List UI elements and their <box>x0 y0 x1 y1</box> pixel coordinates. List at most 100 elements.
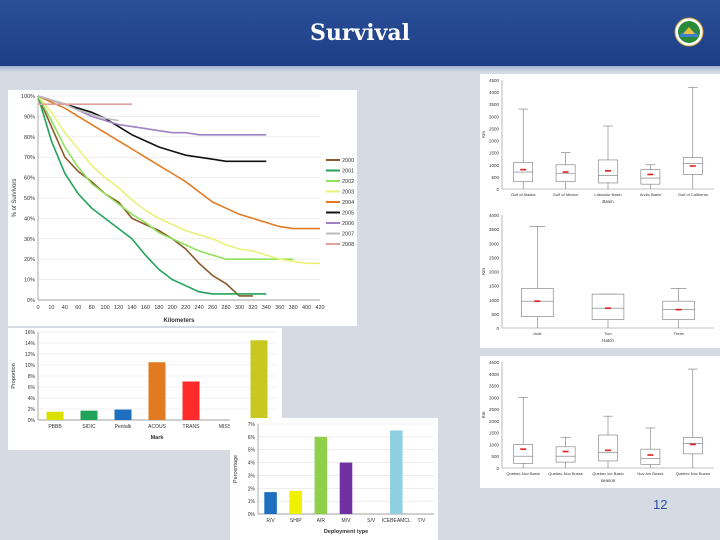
y-tick-label: 3000 <box>489 114 500 119</box>
x-tick-label: 300 <box>235 305 244 311</box>
box-Quebec Ice Basin <box>598 434 618 462</box>
y-tick-label: 4500 <box>489 78 500 83</box>
y-tick-label: 90% <box>24 114 35 120</box>
y-tick-label: 7% <box>248 422 256 428</box>
y-tick-label: 2500 <box>489 255 500 260</box>
y-tick-label: 1% <box>248 499 256 505</box>
y-axis-label: Km <box>481 411 486 418</box>
box-Nov-Ice Buses <box>640 448 661 465</box>
y-tick-label: 4500 <box>489 360 500 365</box>
y-tick-label: 10% <box>25 363 36 369</box>
x-tick-label: Arctic Basin <box>640 192 661 197</box>
y-tick-label: 2000 <box>489 139 500 144</box>
y-tick-label: 4000 <box>489 90 500 95</box>
x-tick-label: 320 <box>248 305 257 311</box>
y-tick-label: 4000 <box>489 372 500 377</box>
x-tick-label: R/V <box>266 518 275 524</box>
x-tick-label: SIDIC <box>82 424 96 430</box>
bar-SIDIC <box>80 410 98 420</box>
y-tick-label: 3000 <box>489 395 500 400</box>
x-tick-label: PBBB <box>48 424 62 430</box>
y-tick-label: 14% <box>25 341 36 347</box>
x-tick-label: 140 <box>127 305 136 311</box>
legend-label: 2002 <box>342 179 354 185</box>
y-tick-label: 30% <box>24 237 35 243</box>
x-tick-label: 160 <box>141 305 150 311</box>
header-divider <box>0 66 720 72</box>
legend-label: 2006 <box>342 221 354 227</box>
legend-label: 2005 <box>342 211 354 217</box>
y-tick-label: 2% <box>28 407 36 413</box>
x-tick-label: 180 <box>154 305 163 311</box>
series-line-2006 <box>37 95 267 136</box>
season-box-plot: 0 500 1000 1500 2000 2500 3000 3500 4000 4500 Queb… <box>480 356 720 488</box>
box-Quebec Nov Buses <box>682 437 703 455</box>
y-tick-label: 60% <box>24 176 35 182</box>
y-tick-label: 6% <box>28 385 36 391</box>
x-tick-label: 100 <box>101 305 110 311</box>
x-tick-label: 0 <box>36 305 39 311</box>
deployment-bar-chart: 0% 1% 2% 3% 4% 5% 6% 7% R/V SHIP AIR M/V S/V ICEBEAMC… <box>230 418 438 540</box>
y-tick-label: 2000 <box>489 419 500 424</box>
y-tick-label: 0 <box>496 326 499 331</box>
y-tick-label: 1000 <box>489 163 500 168</box>
x-tick-label: Jude <box>533 331 542 336</box>
x-tick-label: 360 <box>275 305 284 311</box>
survival-line-chart: 0% 10% 20% 30% 40% 50% 60% 70% 80% 90% 100% 0 10 40 60… <box>8 90 357 326</box>
bar-AIR <box>314 436 328 514</box>
bar-PBBB <box>46 411 64 420</box>
y-axis-label: Km <box>481 131 486 138</box>
x-tick-label: AIR <box>317 518 326 524</box>
y-tick-label: 500 <box>491 175 499 180</box>
y-tick-label: 0% <box>28 418 36 424</box>
x-tick-label: Gulf of Alaska <box>511 192 536 197</box>
x-tick-label: 340 <box>262 305 271 311</box>
x-tick-label: TRANS <box>183 424 201 430</box>
y-tick-label: 3500 <box>489 102 500 107</box>
y-tick-label: 1000 <box>489 298 500 303</box>
legend-label: 2001 <box>342 169 354 175</box>
x-axis-label: Basin <box>602 199 614 204</box>
y-tick-label: 0% <box>27 298 35 304</box>
y-tick-label: 8% <box>28 374 36 380</box>
x-axis-label: Mark <box>151 435 165 441</box>
y-tick-label: 50% <box>24 196 35 202</box>
y-tick-label: 4% <box>248 461 256 467</box>
x-tick-label: 280 <box>221 305 230 311</box>
x-axis-label: Kilometers <box>163 318 195 324</box>
box-Two <box>591 293 625 320</box>
x-tick-label: 400 <box>302 305 311 311</box>
bar-NEVER <box>250 340 268 420</box>
y-tick-label: 3000 <box>489 241 500 246</box>
x-tick-label: 380 <box>289 305 298 311</box>
y-tick-label: 4000 <box>489 213 500 218</box>
y-tick-label: 5% <box>248 448 256 454</box>
x-tick-label: 40 <box>62 305 68 311</box>
y-tick-label: 3500 <box>489 384 500 389</box>
series-line-2005 <box>37 95 267 163</box>
x-tick-label: SHIP <box>290 518 302 524</box>
box-Arctic Basin <box>640 169 661 185</box>
y-axis-label: Proportion <box>11 363 17 388</box>
y-axis-label: Km <box>481 268 486 275</box>
y-tick-label: 2000 <box>489 270 500 275</box>
y-tick-label: 12% <box>25 352 36 358</box>
x-tick-label: 220 <box>181 305 190 311</box>
x-tick-label: M/V <box>342 518 352 524</box>
x-tick-label: 260 <box>208 305 217 311</box>
bar-Pentalk <box>114 409 132 420</box>
x-tick-label: Quebec Nov Buses <box>676 471 710 476</box>
series-line-2001 <box>37 95 267 295</box>
x-tick-label: 10 <box>48 305 54 311</box>
x-tick-label: 120 <box>114 305 123 311</box>
x-tick-label: Gulf of Mexico <box>553 192 579 197</box>
y-tick-label: 500 <box>491 312 499 317</box>
bar-ACOUS <box>148 362 166 420</box>
y-tick-label: 16% <box>25 330 36 336</box>
bar-ICEBEAMCL <box>390 430 403 514</box>
series-line-2002 <box>37 95 294 260</box>
series-line-2007 <box>37 95 119 122</box>
y-tick-label: 500 <box>491 454 499 459</box>
legend-label: 2008 <box>342 242 354 248</box>
y-tick-label: 70% <box>24 155 35 161</box>
